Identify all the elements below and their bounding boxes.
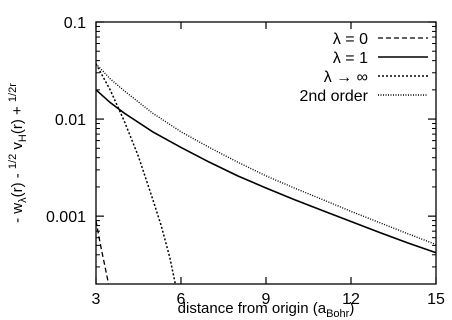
legend-label-1: λ = 1: [333, 50, 368, 67]
legend: λ = 0 λ = 1 λ → ∞ 2nd order: [300, 31, 428, 105]
x-axis-label: distance from origin (aBohr): [178, 300, 355, 320]
series-line-2: [96, 63, 177, 284]
x-tick-label: 3: [92, 291, 101, 308]
y-axis-label: - wλ(r) - 1/2 vH(r) + 1/2r: [7, 83, 29, 223]
series-lines: [96, 63, 436, 284]
series-line-3: [96, 63, 436, 246]
y-tick-label: 0.001: [46, 209, 86, 226]
y-label-part-2: (r) -: [9, 169, 26, 197]
y-label-part-3: 1/2: [7, 154, 19, 169]
series-line-0: [96, 220, 110, 284]
x-axis-label-sub: Bohr: [326, 308, 350, 320]
x-tick-label: 12: [342, 291, 360, 308]
y-label-part-5: H: [17, 134, 29, 142]
legend-label-2: λ → ∞: [324, 69, 368, 86]
x-tick-label: 9: [262, 291, 271, 308]
plot-frame: [95, 21, 437, 285]
legend-label-0: λ = 0: [333, 31, 368, 48]
y-label-part-4: v: [9, 142, 26, 154]
legend-label-3: 2nd order: [300, 88, 369, 105]
x-axis-label-close: ): [349, 300, 354, 317]
x-axis-label-main: distance from origin (a: [178, 300, 327, 317]
y-label-part-7: 1/2r: [7, 83, 19, 102]
axis-ticks: 3 6 9 12 15 0.001 0.01 0.1: [46, 15, 445, 308]
x-tick-label: 6: [177, 291, 186, 308]
x-tick-label: 15: [427, 291, 445, 308]
y-tick-label: 0.1: [64, 15, 86, 32]
series-line-1: [96, 89, 436, 254]
y-label-part-0: - w: [9, 203, 26, 223]
y-tick-label: 0.01: [55, 112, 86, 129]
y-label-part-1: λ: [17, 197, 29, 203]
y-label-part-6: (r) +: [9, 102, 26, 134]
